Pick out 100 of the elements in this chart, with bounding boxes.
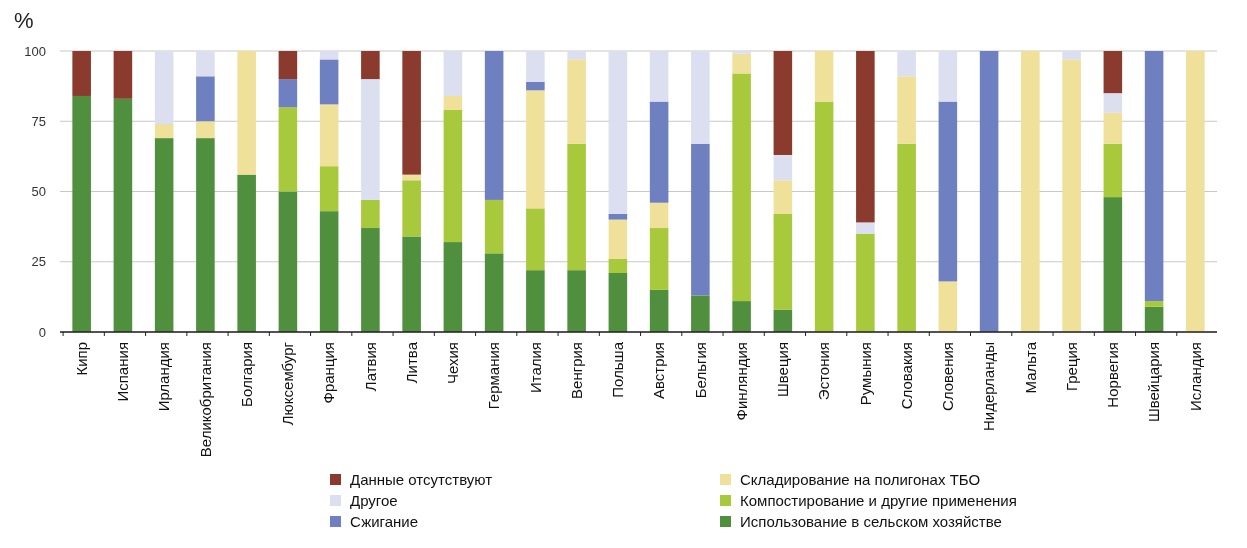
- bar: [773, 180, 793, 214]
- bar: [402, 174, 421, 181]
- legend-label: Компостирование и другие применения: [740, 492, 1017, 510]
- bar: [319, 166, 339, 212]
- bar: [526, 51, 545, 82]
- bar: [402, 51, 421, 175]
- bar: [649, 101, 669, 203]
- x-tick-label: Нидерланды: [980, 342, 998, 432]
- bar: [1144, 301, 1164, 307]
- x-tick-label: Мальта: [1021, 341, 1039, 394]
- bar: [938, 51, 958, 102]
- bar: [773, 51, 793, 155]
- x-tick-label: Латвия: [361, 342, 379, 392]
- bar: [443, 242, 463, 332]
- bar: [154, 138, 174, 332]
- bar: [154, 124, 174, 139]
- bar: [691, 143, 710, 296]
- x-tick-label: Эстония: [815, 342, 833, 401]
- bar: [1103, 197, 1123, 332]
- bar: [443, 110, 463, 243]
- bar: [691, 51, 710, 144]
- bar: [319, 104, 339, 167]
- legend-label: Данные отсутствуют: [350, 471, 493, 489]
- bar: [196, 121, 215, 139]
- bar: [649, 51, 669, 102]
- bar: [484, 199, 504, 254]
- x-tick-label: Финляндия: [732, 342, 750, 421]
- bar: [608, 213, 628, 220]
- bar: [319, 211, 339, 332]
- bar: [649, 228, 669, 290]
- x-tick-label: Франция: [320, 342, 338, 404]
- bar: [196, 51, 215, 77]
- bar: [897, 143, 916, 332]
- x-tick-label: Венгрия: [567, 342, 585, 399]
- y-tick-label: 25: [31, 254, 46, 270]
- x-tick-label: Германия: [485, 342, 503, 410]
- x-tick-label: Норвегия: [1104, 342, 1122, 408]
- bar: [1021, 51, 1040, 332]
- bar: [361, 199, 380, 229]
- bar: [484, 253, 504, 332]
- x-tick-label: Испания: [114, 342, 132, 402]
- y-tick-label: 75: [31, 113, 46, 129]
- bar: [402, 180, 421, 237]
- bar: [567, 270, 586, 332]
- x-tick-label: Польша: [609, 341, 627, 398]
- bar: [278, 191, 298, 332]
- bar: [979, 51, 999, 332]
- x-tick-label: Бельгия: [691, 342, 709, 399]
- bar: [773, 154, 793, 181]
- bar: [567, 59, 586, 144]
- bar: [814, 101, 834, 332]
- bar: [72, 51, 91, 96]
- bar: [732, 53, 751, 74]
- bar: [443, 51, 463, 96]
- y-tick-label: 50: [31, 184, 46, 200]
- x-tick-label: Кипр: [72, 342, 90, 376]
- bar: [856, 233, 875, 332]
- x-tick-label: Болгария: [237, 342, 255, 407]
- bar: [1103, 112, 1123, 144]
- bar: [361, 228, 380, 332]
- bar: [526, 90, 545, 209]
- x-tick-label: Великобритания: [196, 342, 214, 458]
- bar: [732, 73, 751, 302]
- x-tick-label: Австрия: [650, 342, 668, 400]
- x-tick-label: Швеция: [774, 342, 792, 397]
- x-tick-label: Словакия: [897, 342, 915, 410]
- bar: [278, 107, 298, 192]
- x-tick-label: Люксембург: [279, 341, 297, 426]
- bar: [1103, 51, 1123, 94]
- bar: [773, 309, 793, 332]
- bar: [402, 236, 421, 332]
- legend-label: Складирование на полигонах ТБО: [740, 471, 981, 489]
- bar: [773, 213, 793, 310]
- bar: [938, 281, 958, 332]
- bar: [691, 295, 710, 332]
- bar: [526, 208, 545, 271]
- x-tick-label: Исландия: [1186, 342, 1204, 411]
- bar: [526, 81, 545, 91]
- bar: [567, 51, 586, 60]
- bar: [1186, 51, 1205, 332]
- bar: [278, 79, 298, 108]
- bar: [608, 272, 628, 332]
- bar: [856, 222, 875, 234]
- bar: [732, 301, 751, 332]
- bar: [1062, 59, 1081, 332]
- bar: [608, 219, 628, 259]
- x-tick-label: Ирландия: [155, 342, 173, 412]
- legend-label: Другое: [350, 492, 398, 510]
- bar: [897, 51, 916, 77]
- bar: [196, 138, 215, 332]
- bar: [196, 76, 215, 122]
- bar: [649, 289, 669, 332]
- y-axis-title: %: [14, 8, 34, 33]
- legend-label: Сжигание: [350, 513, 419, 531]
- bar: [897, 76, 916, 144]
- y-tick-label: 100: [24, 43, 46, 59]
- bar: [814, 51, 834, 102]
- bar: [526, 270, 545, 332]
- bar: [1144, 306, 1164, 332]
- bar: [278, 51, 298, 80]
